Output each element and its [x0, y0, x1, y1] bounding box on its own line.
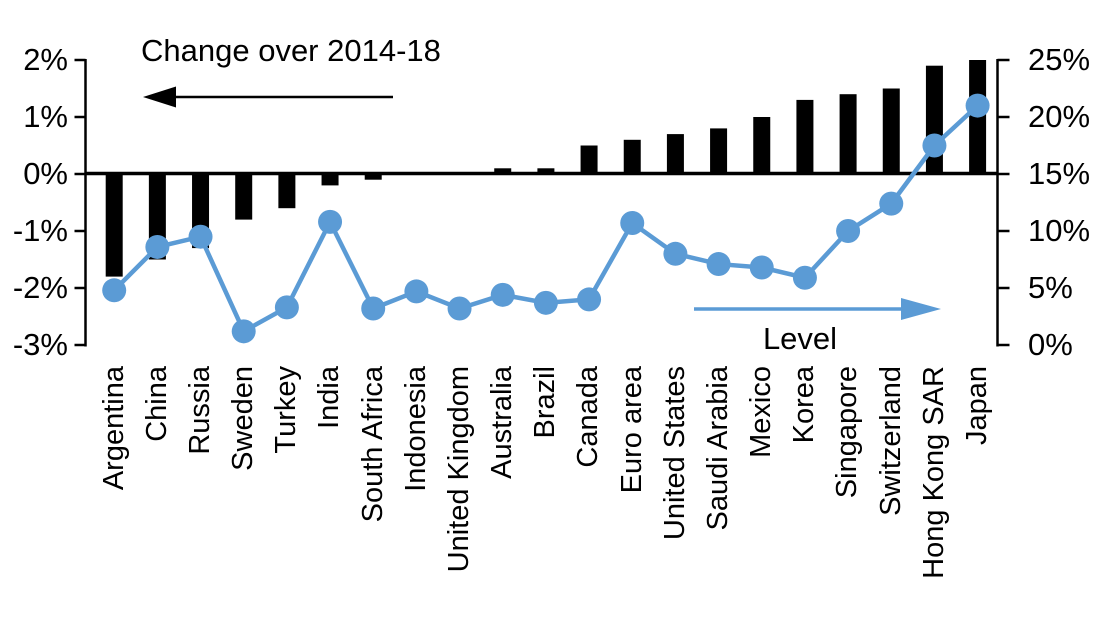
line-point-India — [318, 209, 343, 234]
bar-Saudi Arabia — [710, 128, 728, 174]
bar-United States — [666, 134, 684, 174]
change-arrow-head — [143, 86, 176, 108]
x-axis-label-Mexico: Mexico — [740, 366, 784, 619]
left-axis-tick-label: 0% — [23, 156, 68, 191]
line-point-United States — [663, 241, 688, 266]
line-point-Australia — [490, 282, 515, 307]
line-point-Russia — [188, 224, 213, 249]
bar-Argentina — [105, 174, 123, 277]
bar-Singapore — [839, 94, 857, 174]
bar-Brazil — [537, 168, 555, 174]
x-axis-label-Singapore: Singapore — [826, 366, 870, 619]
bar-Sweden — [235, 174, 253, 220]
line-point-Canada — [577, 287, 602, 312]
bar-Canada — [580, 145, 598, 174]
x-axis-label-Japan: Japan — [956, 366, 1000, 619]
line-point-Argentina — [102, 278, 127, 303]
left-axis-tick-label: -2% — [12, 270, 68, 305]
x-axis-label-Korea: Korea — [783, 366, 827, 619]
x-axis-label-China: China — [135, 366, 179, 619]
x-axis-label-Australia: Australia — [481, 366, 525, 619]
x-axis-label-Australia-text: Australia — [486, 366, 519, 479]
x-axis-label-Euro area: Euro area — [610, 366, 654, 619]
x-axis-label-India: India — [308, 366, 352, 619]
line-point-Turkey — [274, 295, 299, 320]
line-point-Switzerland — [879, 191, 904, 216]
right-axis-tick-label: 15% — [1028, 156, 1091, 191]
x-axis-label-Indonesia-text: Indonesia — [399, 366, 432, 492]
x-axis-label-China-text: China — [140, 366, 173, 442]
line-point-Brazil — [533, 290, 558, 315]
left-axis-tick-label: -3% — [12, 327, 68, 362]
x-axis-label-Argentina: Argentina — [92, 366, 136, 619]
bar-Australia — [494, 168, 512, 174]
right-axis-tick-label: 20% — [1028, 99, 1091, 134]
x-axis-label-South Africa: South Africa — [351, 366, 395, 619]
x-axis-label-Sweden-text: Sweden — [227, 366, 260, 471]
x-axis-label-Switzerland-text: Switzerland — [874, 366, 907, 516]
x-axis-label-Sweden: Sweden — [222, 366, 266, 619]
line-point-China — [145, 234, 170, 259]
x-axis-label-United States-text: United States — [658, 366, 691, 541]
x-axis-label-Hong Kong SAR-text: Hong Kong SAR — [917, 366, 950, 579]
right-axis-tick-label: 0% — [1028, 327, 1073, 362]
bar-Korea — [796, 99, 814, 174]
x-axis-label-Russia-text: Russia — [183, 366, 216, 455]
x-axis-label-Mexico-text: Mexico — [745, 366, 778, 458]
left-axis-tick-label: -1% — [12, 213, 68, 248]
x-axis-label-Indonesia: Indonesia — [394, 366, 438, 619]
x-axis-label-Turkey-text: Turkey — [270, 366, 303, 454]
line-point-South Africa — [361, 296, 386, 321]
x-axis-label-Hong Kong SAR: Hong Kong SAR — [912, 366, 956, 619]
line-point-Mexico — [749, 255, 774, 280]
line-point-Japan — [965, 93, 990, 118]
line-point-Singapore — [836, 219, 861, 243]
x-axis-label-Russia: Russia — [179, 366, 223, 619]
x-axis-label-Saudi Arabia: Saudi Arabia — [697, 366, 741, 619]
bar-Hong Kong SAR — [925, 65, 943, 174]
bar-India — [321, 174, 339, 186]
x-axis-label-Turkey: Turkey — [265, 366, 309, 619]
line-point-Indonesia — [404, 279, 429, 304]
line-point-Euro area — [620, 211, 645, 236]
level-label: Level — [762, 321, 838, 356]
bar-Switzerland — [882, 88, 900, 174]
x-axis-label-India-text: India — [313, 366, 346, 429]
x-axis-label-Japan-text: Japan — [960, 366, 993, 446]
left-axis-tick-label: 2% — [23, 42, 68, 77]
bar-Mexico — [753, 117, 771, 174]
level-arrow-head — [901, 298, 941, 320]
line-point-Korea — [792, 265, 817, 290]
x-axis-label-Switzerland: Switzerland — [869, 366, 913, 619]
bar-South Africa — [364, 174, 382, 180]
bar-Euro area — [623, 139, 641, 174]
right-axis-tick-label: 5% — [1028, 270, 1073, 305]
x-axis-label-Korea-text: Korea — [788, 366, 821, 444]
bar-Turkey — [278, 174, 296, 209]
x-axis-label-United Kingdom-text: United Kingdom — [442, 366, 475, 573]
x-axis-label-Brazil: Brazil — [524, 366, 568, 619]
x-axis-label-Canada-text: Canada — [572, 366, 605, 468]
x-axis-label-Singapore-text: Singapore — [831, 366, 864, 499]
line-point-United Kingdom — [447, 296, 472, 321]
line-point-Saudi Arabia — [706, 252, 731, 277]
x-axis-label-United Kingdom: United Kingdom — [438, 366, 482, 619]
x-axis-label-Canada: Canada — [567, 366, 611, 619]
x-axis-label-Argentina-text: Argentina — [97, 366, 130, 491]
line-point-Hong Kong SAR — [922, 133, 947, 158]
chart-title: Change over 2014-18 — [141, 33, 441, 68]
left-axis-tick-label: 1% — [23, 99, 68, 134]
x-axis-label-South Africa-text: South Africa — [356, 366, 389, 523]
right-axis-tick-label: 10% — [1028, 213, 1091, 248]
x-axis-label-Saudi Arabia-text: Saudi Arabia — [701, 366, 734, 531]
x-axis-label-Euro area-text: Euro area — [615, 366, 648, 494]
right-axis-tick-label: 25% — [1028, 42, 1091, 77]
x-axis-label-United States: United States — [653, 366, 697, 619]
x-axis-label-Brazil-text: Brazil — [529, 366, 562, 439]
line-point-Sweden — [231, 319, 256, 344]
